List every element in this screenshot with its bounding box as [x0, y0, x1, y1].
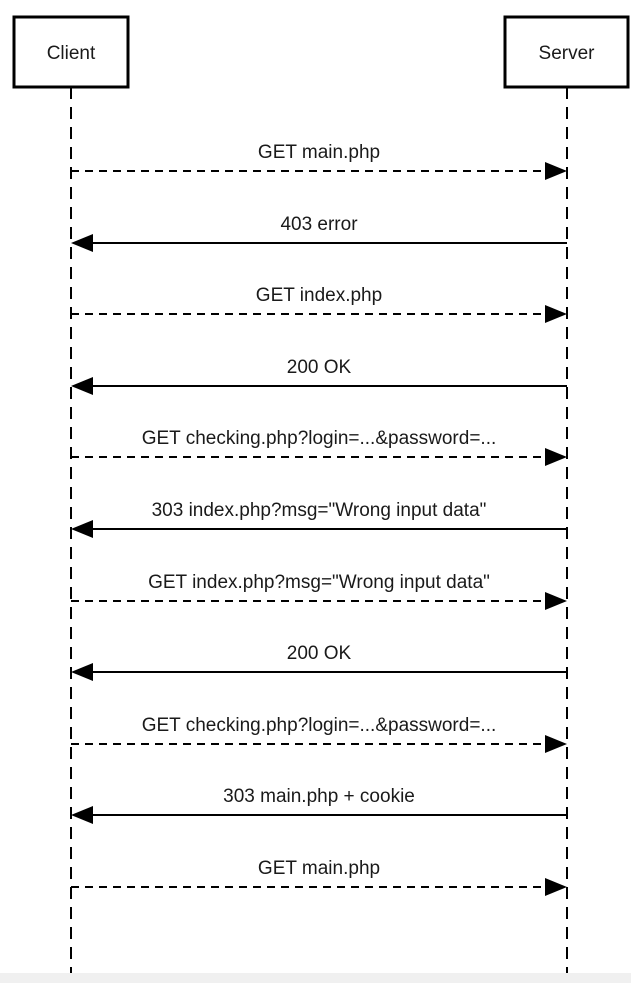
arrowhead	[545, 592, 567, 610]
arrowhead	[545, 305, 567, 323]
message-11: GET main.php	[71, 858, 567, 896]
message-2: 403 error	[71, 214, 567, 252]
message-label: GET main.php	[258, 858, 380, 879]
message-label: 200 OK	[287, 643, 352, 664]
bottom-strip	[0, 973, 631, 983]
message-7: GET index.php?msg="Wrong input data"	[71, 572, 567, 610]
message-label: GET checking.php?login=...&password=...	[142, 715, 497, 736]
message-3: GET index.php	[71, 285, 567, 323]
message-9: GET checking.php?login=...&password=...	[71, 715, 567, 753]
actor-box-client	[12, 15, 130, 89]
message-10: 303 main.php + cookie	[71, 786, 567, 824]
arrowhead	[71, 234, 93, 252]
messages: GET main.php 403 error GET index.php 200 OK…	[71, 142, 567, 896]
message-label: 403 error	[280, 214, 358, 235]
actor-label-client: Client	[47, 43, 96, 64]
actor-label-server: Server	[539, 43, 596, 64]
arrowhead	[71, 806, 93, 824]
arrowhead	[71, 377, 93, 395]
arrowhead	[545, 162, 567, 180]
message-label: GET index.php	[256, 285, 382, 306]
message-label: GET index.php?msg="Wrong input data"	[148, 572, 490, 593]
arrowhead	[71, 663, 93, 681]
message-5: GET checking.php?login=...&password=...	[71, 428, 567, 466]
arrowhead	[545, 878, 567, 896]
arrowhead	[545, 735, 567, 753]
message-1: GET main.php	[71, 142, 567, 180]
actor-box-server	[503, 15, 630, 89]
message-label: 303 index.php?msg="Wrong input data"	[152, 500, 487, 521]
message-label: GET main.php	[258, 142, 380, 163]
arrowhead	[71, 520, 93, 538]
message-label: GET checking.php?login=...&password=...	[142, 428, 497, 449]
message-label: 303 main.php + cookie	[223, 786, 415, 807]
arrowhead	[545, 448, 567, 466]
message-label: 200 OK	[287, 357, 352, 378]
message-6: 303 index.php?msg="Wrong input data"	[71, 500, 567, 538]
message-4: 200 OK	[71, 357, 567, 395]
actors: Client Server	[12, 15, 630, 89]
message-8: 200 OK	[71, 643, 567, 681]
